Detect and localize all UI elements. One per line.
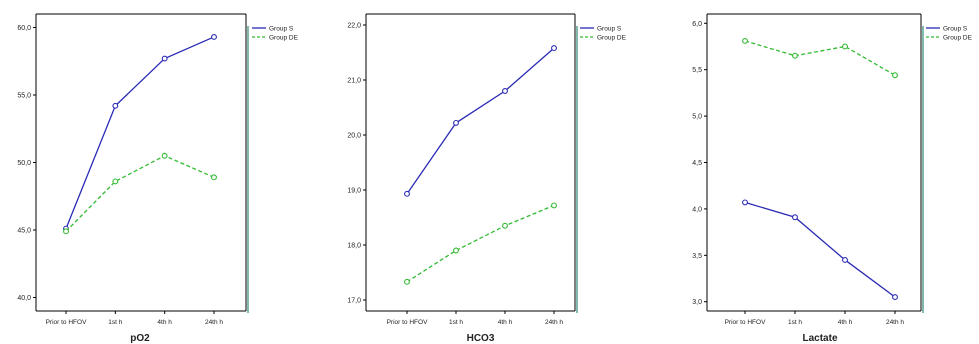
data-point-group-de (842, 43, 848, 50)
data-point-group-de (112, 178, 119, 185)
x-tick-label: 4th h (838, 319, 853, 326)
y-tick-label: 20,0 (347, 133, 361, 140)
x-tick-label: Prior to HFOV (725, 319, 766, 326)
y-tick-label: 3,0 (692, 299, 702, 306)
x-tick-label: 24th h (545, 319, 563, 326)
x-tick-label: Prior to HFOV (387, 319, 428, 326)
data-point-group-de (551, 202, 557, 209)
data-point-group-de (63, 228, 69, 235)
data-point-group-de (404, 278, 410, 285)
y-tick-label: 45,0 (17, 228, 31, 235)
x-axis-title: HCO3 (467, 333, 495, 344)
data-point-group-de (502, 222, 508, 229)
y-tick-label: 22,0 (347, 23, 361, 30)
y-tick-label: 3,5 (692, 253, 702, 260)
x-axis-title: Lactate (802, 333, 837, 344)
legend-label: Group DE (943, 34, 973, 41)
chart-panel-hco3: 17,0 18,0 19,0 20,0 21,0 22,0 Prior to HFOV 1st… (347, 13, 627, 344)
data-point-group-s (892, 294, 898, 301)
y-tick-label: 4,5 (692, 160, 702, 167)
y-tick-label: 50,0 (17, 160, 31, 167)
data-point-group-s (404, 190, 410, 197)
legend-label: Group S (597, 25, 622, 32)
data-point-group-s (842, 257, 848, 263)
y-tick-label: 4,0 (692, 206, 702, 213)
x-axis-title: pO2 (130, 333, 150, 344)
data-point-group-de (453, 247, 459, 254)
legend-label: Group S (943, 25, 968, 32)
legend-label: Group DE (597, 34, 627, 41)
x-tick-label: 1st h (788, 319, 802, 326)
series-line-group-s (406, 47, 555, 195)
y-tick-label: 40,0 (17, 295, 31, 302)
data-point-group-s (792, 214, 798, 221)
series-line-group-de (65, 155, 215, 232)
x-tick-label: 24th h (886, 319, 904, 326)
legend-label: Group DE (269, 34, 299, 41)
chart-panel-po2: 40,0 45,0 50,0 55,0 60,0 Prior to HFOV 1st h 4t… (17, 13, 299, 344)
y-tick-label: 17,0 (347, 298, 361, 305)
y-tick-label: 18,0 (347, 243, 361, 250)
data-point-group-de (742, 37, 748, 44)
y-tick-label: 60,0 (17, 25, 31, 32)
y-tick-label: 6,0 (692, 21, 702, 28)
data-point-group-s (453, 119, 459, 126)
data-point-group-s (211, 33, 217, 40)
data-point-group-s (112, 102, 119, 109)
series-line-group-s (65, 36, 215, 229)
y-tick-label: 5,0 (692, 114, 702, 121)
legend-label: Group S (269, 25, 294, 32)
x-tick-label: 1st h (449, 319, 463, 326)
series-line-group-s (744, 201, 896, 298)
chart-panel-lactate: 3,0 3,5 4,0 4,5 5,0 5,5 6,0 Prior to HFOV 1st h 4… (692, 13, 973, 344)
y-tick-label: 19,0 (347, 188, 361, 195)
data-point-group-de (892, 72, 898, 79)
x-tick-label: 1st h (108, 319, 122, 326)
data-point-group-s (742, 199, 748, 206)
data-point-group-de (792, 52, 798, 59)
x-tick-label: Prior to HFOV (46, 319, 87, 326)
data-point-group-s (502, 88, 508, 94)
x-tick-label: 4th h (498, 319, 513, 326)
data-point-group-de (211, 174, 217, 181)
series-line-group-de (406, 204, 555, 283)
y-tick-label: 5,5 (692, 67, 702, 74)
x-tick-label: 24th h (205, 319, 223, 326)
series-line-group-de (744, 40, 896, 76)
data-point-group-s (161, 55, 168, 62)
x-tick-label: 4th h (157, 319, 172, 326)
y-tick-label: 21,0 (347, 78, 361, 85)
data-point-group-s (551, 45, 557, 52)
y-tick-label: 55,0 (17, 93, 31, 100)
data-point-group-de (161, 152, 168, 159)
